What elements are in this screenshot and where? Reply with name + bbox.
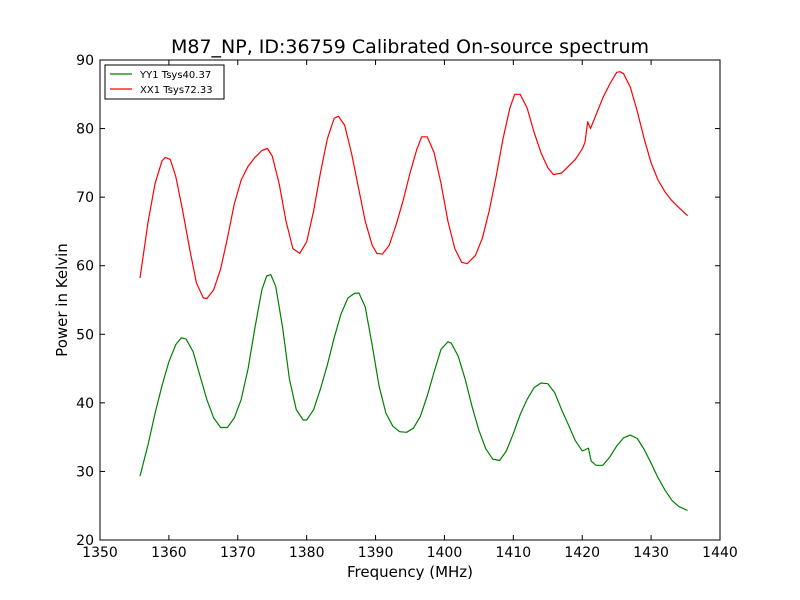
x-tick-label: 1360 [151,545,187,561]
x-axis: 1350 1360 1370 1380 1390 1400 1410 1420 1430 1440 [82,60,738,561]
plot-frame [99,59,721,541]
y-tick-label: 90 [76,53,94,69]
x-tick-label: 1380 [289,545,325,561]
legend: YY1 Tsys40.37 XX1 Tsys72.33 [104,64,225,100]
legend-label: YY1 Tsys40.37 [139,70,211,81]
x-tick-label: 1410 [496,545,532,561]
x-axis-label: Frequency (MHz) [347,563,473,581]
series-line-xx1 [139,71,689,300]
x-tick-label: 1370 [220,545,256,561]
y-tick-label: 80 [76,122,94,138]
chart-title: M87_NP, ID:36759 Calibrated On-source sp… [171,36,649,58]
y-axis: 20 30 40 50 60 70 80 90 [76,53,720,549]
y-tick-label: 40 [76,396,94,412]
y-tick-label: 50 [76,327,94,343]
x-tick-label: 1350 [82,545,118,561]
legend-label: XX1 Tsys72.33 [140,85,213,96]
x-tick-label: 1390 [358,545,394,561]
x-tick-label: 1400 [427,545,463,561]
x-tick-label: 1420 [564,545,600,561]
plot-area [100,60,720,540]
x-tick-label: 1430 [633,545,669,561]
y-tick-label: 20 [76,533,94,549]
series-layer [139,71,689,512]
y-axis-label: Power in Kelvin [53,243,71,357]
y-tick-label: 30 [76,464,94,480]
series-line-yy1 [139,274,688,512]
y-tick-label: 60 [76,259,94,275]
y-tick-label: 70 [76,190,94,206]
x-tick-label: 1440 [702,545,738,561]
legend-box [104,64,225,100]
